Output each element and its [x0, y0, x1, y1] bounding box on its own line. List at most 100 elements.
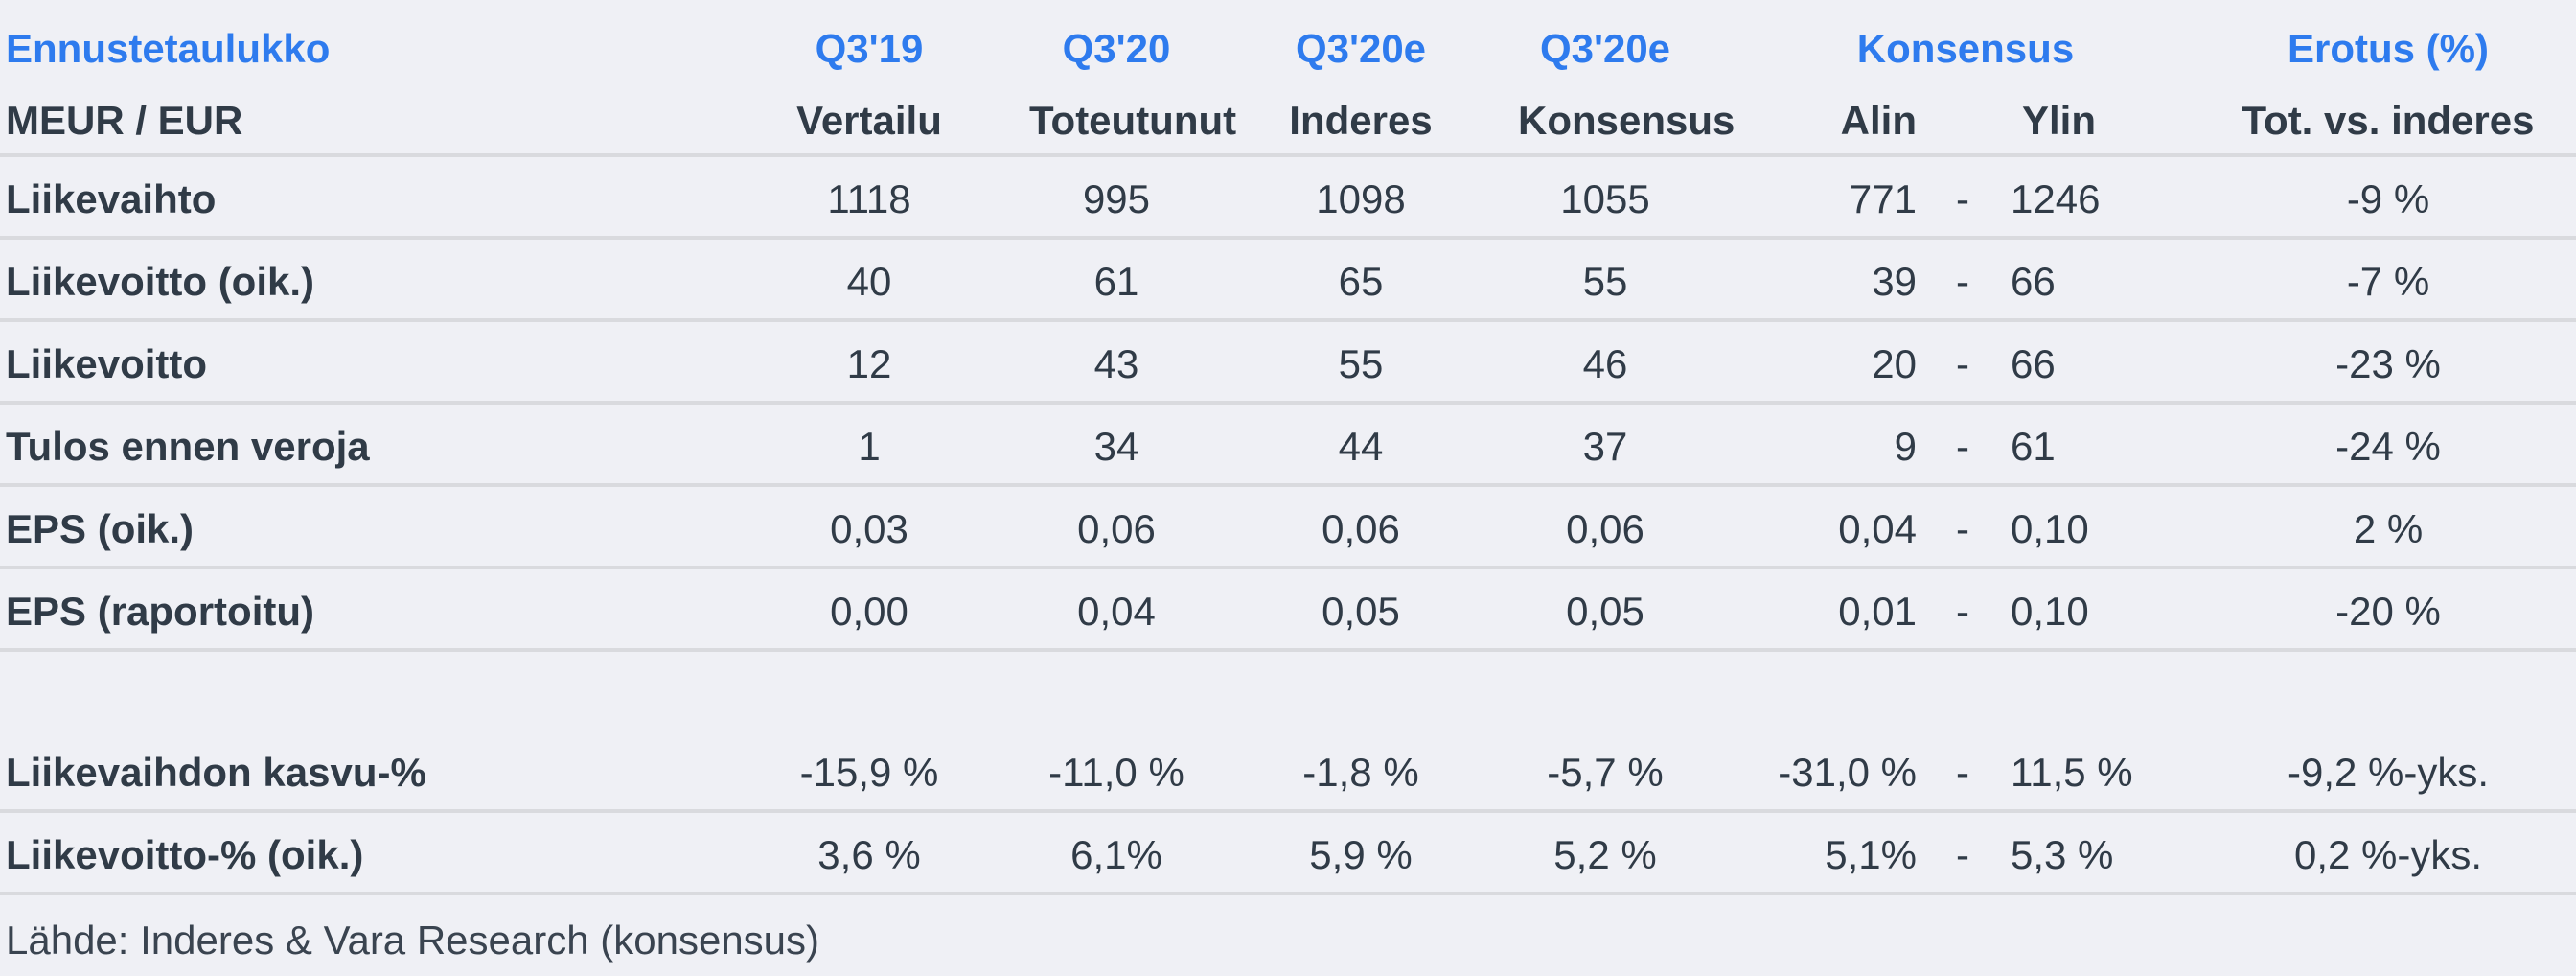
value-cell: -1,8 % [1302, 750, 1419, 795]
range-dash: - [1956, 506, 1969, 551]
value-cell: 46 [1582, 341, 1628, 386]
value-cell: -15,9 % [799, 750, 939, 795]
value-cell: 5,1% [1825, 832, 1917, 877]
column-header-toteutunut: Toteutunut [1029, 98, 1237, 143]
value-cell: 6,1% [1070, 832, 1162, 877]
table-growth-body: Liikevaihdon kasvu-% -15,9 % -11,0 % -1,8 %… [0, 731, 2576, 895]
value-cell: 1098 [1316, 176, 1406, 221]
value-cell: -31,0 % [1778, 750, 1917, 795]
value-cell: 1246 [2011, 176, 2101, 221]
value-cell: 43 [1093, 341, 1139, 386]
quarter-header-q320e-konsensus: Q3'20e [1539, 26, 1671, 71]
value-cell: 55 [1338, 341, 1384, 386]
value-cell: 5,3 % [2011, 832, 2114, 877]
table-body: Liikevaihto 1118 995 1098 1055 771-1246 -9 % Li… [0, 157, 2576, 652]
value-cell: -11,0 % [1048, 750, 1184, 795]
unit-label: MEUR / EUR [6, 98, 243, 143]
value-cell: 0,10 [2011, 589, 2089, 634]
table-header-quarters: Ennustetaulukko Q3'19 Q3'20 Q3'20e Q3'20… [0, 0, 2576, 88]
column-header-alin: Alin [1840, 98, 1917, 143]
table-title: Ennustetaulukko [6, 26, 331, 71]
value-cell: 3,6 % [817, 832, 921, 877]
value-cell: 0,05 [1322, 589, 1400, 634]
table-row: EPS (oik.) 0,03 0,06 0,06 0,06 0,04-0,10 2 % [0, 487, 2576, 569]
table-row: Liikevoitto-% (oik.) 3,6 % 6,1% 5,9 % 5,2 % 5… [0, 813, 2576, 895]
value-cell: 44 [1338, 424, 1384, 469]
range-dash: - [1956, 832, 1969, 877]
value-cell: 61 [2011, 424, 2056, 469]
row-label: Liikevoitto-% (oik.) [6, 832, 364, 877]
row-label: Liikevoitto [6, 341, 208, 386]
table-header-columns: MEUR / EUR Vertailu Toteutunut Inderes K… [0, 88, 2576, 157]
table-row: Liikevaihdon kasvu-% -15,9 % -11,0 % -1,8 %… [0, 731, 2576, 813]
value-cell: 66 [2011, 341, 2056, 386]
section-spacer [0, 652, 2576, 731]
source-note: Lähde: Inderes & Vara Research (konsensu… [6, 918, 820, 963]
value-cell: 0,06 [1566, 506, 1644, 551]
value-cell: 66 [2011, 259, 2056, 304]
quarter-header-q320: Q3'20 [1062, 26, 1171, 71]
value-cell: -9,2 %-yks. [2287, 750, 2490, 795]
row-label: Liikevaihto [6, 176, 217, 221]
range-dash: - [1956, 341, 1969, 386]
table-row: Tulos ennen veroja 1 34 44 37 9-61 -24 % [0, 405, 2576, 487]
quarter-header-konsensus: Konsensus [1856, 26, 2075, 71]
table-row: EPS (raportoitu) 0,00 0,04 0,05 0,05 0,01-0,1… [0, 569, 2576, 652]
value-cell: 0,06 [1322, 506, 1400, 551]
table-row: Liikevaihto 1118 995 1098 1055 771-1246 -9 % [0, 157, 2576, 240]
quarter-header-q320e-inderes: Q3'20e [1295, 26, 1427, 71]
row-label: EPS (raportoitu) [6, 589, 314, 634]
value-cell: 0,04 [1838, 506, 1917, 551]
value-cell: -5,7 % [1547, 750, 1664, 795]
quarter-header-q319: Q3'19 [815, 26, 924, 71]
value-cell: -24 % [2335, 424, 2441, 469]
row-label: Liikevaihdon kasvu-% [6, 750, 426, 795]
row-label: EPS (oik.) [6, 506, 195, 551]
value-cell: 11,5 % [2011, 750, 2133, 795]
column-header-vertailu: Vertailu [796, 98, 942, 143]
column-header-inderes: Inderes [1289, 98, 1433, 143]
range-dash: - [1956, 750, 1969, 795]
range-dash: - [1956, 259, 1969, 304]
table-row: Liikevoitto 12 43 55 46 20-66 -23 % [0, 322, 2576, 405]
value-cell: 12 [846, 341, 892, 386]
value-cell: 0,01 [1838, 589, 1917, 634]
value-cell: 37 [1582, 424, 1628, 469]
value-cell: -9 % [2346, 176, 2430, 221]
value-cell: 1118 [827, 176, 911, 221]
value-cell: -20 % [2335, 589, 2441, 634]
value-cell: 20 [1872, 341, 1917, 386]
value-cell: 61 [1093, 259, 1139, 304]
value-cell: 55 [1582, 259, 1628, 304]
value-cell: 34 [1093, 424, 1139, 469]
value-cell: 771 [1849, 176, 1917, 221]
value-cell: 0,06 [1077, 506, 1156, 551]
value-cell: 2 % [2353, 506, 2424, 551]
value-cell: 5,2 % [1553, 832, 1657, 877]
quarter-header-erotus: Erotus (%) [2288, 26, 2489, 71]
value-cell: 1 [858, 424, 881, 469]
value-cell: 65 [1338, 259, 1384, 304]
value-cell: 5,9 % [1309, 832, 1413, 877]
table-footer: Lähde: Inderes & Vara Research (konsensu… [0, 895, 2576, 976]
column-header-konsensus: Konsensus [1518, 98, 1736, 143]
range-dash: - [1956, 176, 1969, 221]
value-cell: -7 % [2346, 259, 2430, 304]
column-header-ylin: Ylin [2022, 98, 2097, 143]
value-cell: 1055 [1560, 176, 1650, 221]
value-cell: 40 [846, 259, 892, 304]
value-cell: 0,04 [1077, 589, 1156, 634]
value-cell: 39 [1872, 259, 1917, 304]
value-cell: -23 % [2335, 341, 2441, 386]
value-cell: 0,10 [2011, 506, 2089, 551]
value-cell: 0,2 %-yks. [2293, 832, 2483, 877]
column-header-erotus: Tot. vs. inderes [2242, 98, 2535, 143]
range-dash: - [1956, 424, 1969, 469]
value-cell: 995 [1082, 176, 1151, 221]
row-label: Liikevoitto (oik.) [6, 259, 315, 304]
value-cell: 0,03 [830, 506, 908, 551]
value-cell: 0,00 [830, 589, 908, 634]
row-label: Tulos ennen veroja [6, 424, 370, 469]
value-cell: 9 [1894, 424, 1917, 469]
